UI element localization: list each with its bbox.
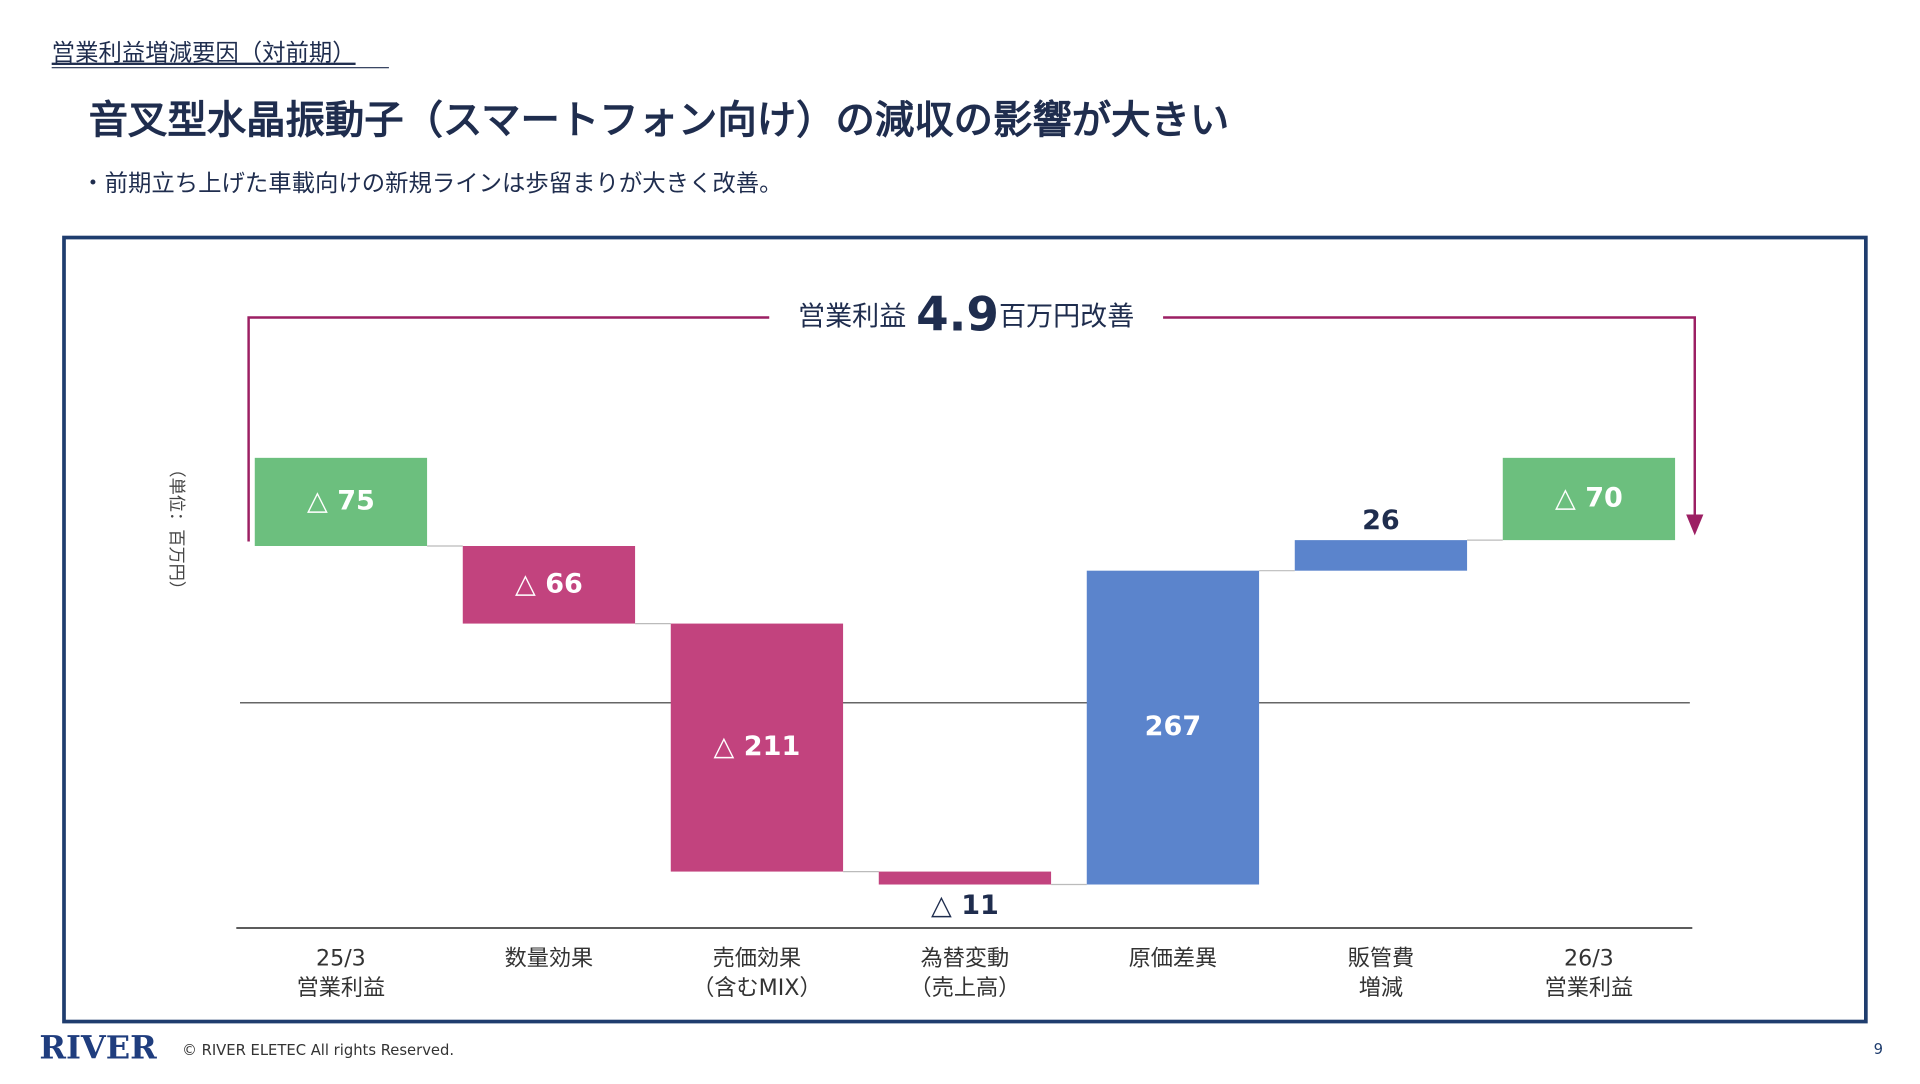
x-tick-label: 為替変動 — [921, 945, 1010, 971]
bar — [878, 871, 1052, 885]
x-tick-label: 数量効果 — [505, 945, 594, 971]
annotation: 営業利益 4.9百万円改善 — [798, 288, 1134, 342]
unit-label: （単位：百万円） — [166, 460, 186, 598]
page-number: 9 — [1874, 1041, 1883, 1058]
plot: △ 75 25/3 営業利益 △ 66 数量効果 △ 211 売価効果 （含むMIX） △ 11… — [254, 457, 1676, 1001]
slide-title: 音叉型水晶振動子（スマートフォン向け）の減収の影響が大きい — [89, 98, 1230, 144]
x-tick-label: 原価差異 — [1129, 945, 1218, 971]
chart-frame — [62, 235, 1868, 1024]
annotation-number: 4.9 — [916, 288, 999, 342]
x-tick-label: 25/3 — [316, 945, 366, 971]
x-tick-label: （含むMIX） — [692, 975, 821, 1001]
bar — [670, 623, 844, 872]
value-label: 267 — [1145, 711, 1202, 742]
bar — [1086, 570, 1260, 885]
bracket — [247, 316, 1696, 542]
annotation-prefix: 営業利益 — [798, 301, 906, 332]
logo: RIVER — [39, 1028, 157, 1066]
value-label: △ 11 — [931, 890, 999, 921]
value-label: △ 211 — [714, 731, 801, 762]
value-label: △ 70 — [1555, 482, 1623, 513]
bar — [254, 457, 428, 546]
x-tick-label: 増減 — [1359, 975, 1403, 1001]
value-label: 26 — [1362, 505, 1400, 536]
arrow-head — [1686, 514, 1704, 536]
bar — [1502, 457, 1676, 541]
bar — [1294, 540, 1468, 571]
value-label: △ 66 — [515, 568, 583, 599]
annotation-suffix: 百万円改善 — [999, 301, 1134, 332]
x-tick-label: 営業利益 — [1545, 975, 1634, 1001]
value-label: △ 75 — [307, 485, 375, 516]
x-tick-label: 販管費 — [1348, 945, 1414, 971]
bar — [462, 546, 636, 624]
x-tick-label: （売上高） — [910, 975, 1021, 1001]
x-tick-label: 営業利益 — [297, 975, 386, 1001]
section-label: 営業利益増減要因（対前期） — [52, 39, 356, 67]
x-tick-label: 26/3 — [1564, 945, 1614, 971]
x-tick-label: 売価効果 — [713, 945, 802, 971]
bullet: ・前期立ち上げた車載向けの新規ラインは歩留まりが大きく改善。 — [81, 169, 782, 197]
copyright: © RIVER ELETEC All rights Reserved. — [182, 1042, 454, 1059]
